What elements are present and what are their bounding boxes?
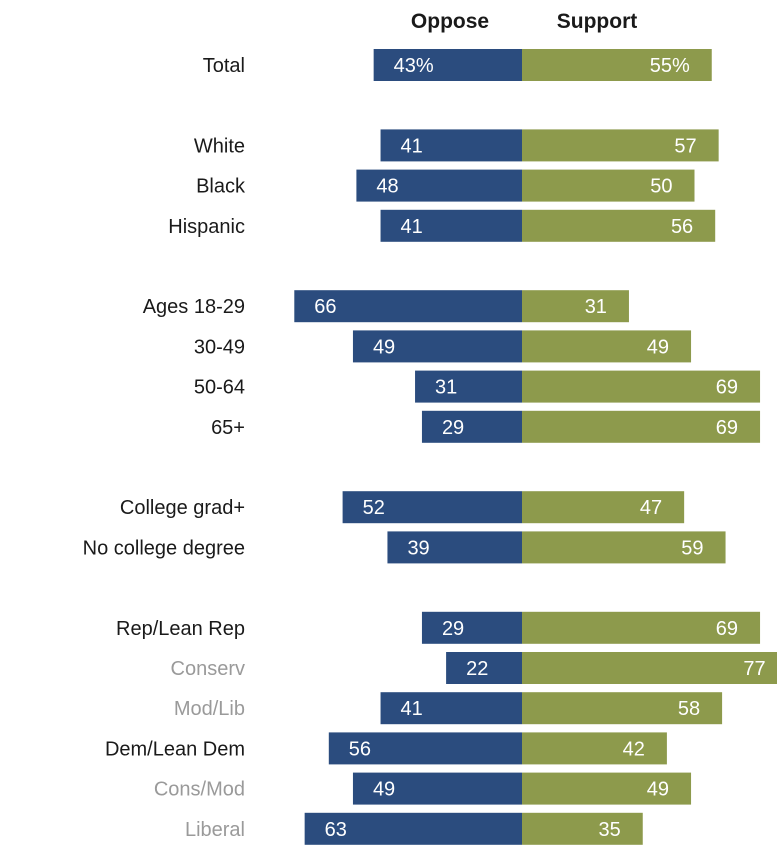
row-label: Cons/Mod <box>154 779 245 801</box>
support-bar <box>522 732 667 765</box>
oppose-value-label: 41 <box>401 216 423 238</box>
oppose-bar <box>356 169 522 202</box>
oppose-bar <box>380 209 522 242</box>
row-label: Hispanic <box>168 216 245 238</box>
row-label: College grad+ <box>120 497 245 519</box>
row-label: Liberal <box>185 819 245 841</box>
support-bar <box>522 169 695 202</box>
support-value-label: 50 <box>650 176 672 198</box>
oppose-value-label: 49 <box>373 336 395 358</box>
oppose-value-label: 52 <box>363 497 385 519</box>
row-label: 50-64 <box>194 377 245 399</box>
oppose-bar <box>328 732 522 765</box>
oppose-value-label: 41 <box>401 698 423 720</box>
support-bar <box>522 491 685 524</box>
oppose-bar <box>352 772 522 805</box>
oppose-value-label: 63 <box>325 819 347 841</box>
chart-rows: Total 43% 55% White 41 57 Black 48 50 Hispanic 41 5… <box>83 49 777 845</box>
row-label: Mod/Lib <box>174 698 245 720</box>
row-label: Dem/Lean Dem <box>105 738 245 760</box>
support-bar <box>522 772 692 805</box>
oppose-bar <box>373 49 522 81</box>
support-value-label: 42 <box>623 738 645 760</box>
row-label: Total <box>203 55 245 77</box>
oppose-bar <box>446 652 522 684</box>
oppose-value-label: 22 <box>466 658 488 680</box>
support-bar <box>522 129 719 162</box>
support-value-label: 35 <box>599 819 621 841</box>
support-value-label: 47 <box>640 497 662 519</box>
support-bar <box>522 692 723 725</box>
support-value-label: 69 <box>716 618 738 640</box>
oppose-value-label: 66 <box>314 296 336 318</box>
row-label: White <box>194 135 245 157</box>
support-value-label: 55% <box>650 55 690 77</box>
support-value-label: 56 <box>671 216 693 238</box>
row-label: Ages 18-29 <box>143 296 245 318</box>
support-value-label: 77 <box>743 658 765 680</box>
oppose-value-label: 56 <box>349 738 371 760</box>
oppose-value-label: 39 <box>407 537 429 559</box>
oppose-value-label: 31 <box>435 377 457 399</box>
oppose-bar <box>342 491 522 524</box>
support-bar <box>522 410 761 443</box>
oppose-bar <box>380 129 522 162</box>
support-value-label: 69 <box>716 377 738 399</box>
row-label: 65+ <box>211 417 245 439</box>
oppose-bar <box>304 812 522 845</box>
support-bar <box>522 49 712 81</box>
oppose-bar <box>421 611 522 644</box>
oppose-bar <box>421 410 522 443</box>
row-label: Black <box>196 176 246 198</box>
support-value-label: 31 <box>585 296 607 318</box>
oppose-value-label: 49 <box>373 779 395 801</box>
support-bar <box>522 330 692 363</box>
oppose-header: Oppose <box>411 10 489 33</box>
row-label: No college degree <box>83 537 245 559</box>
support-bar <box>522 209 716 242</box>
oppose-value-label: 48 <box>376 176 398 198</box>
support-bar <box>522 812 643 845</box>
oppose-bar <box>352 330 522 363</box>
row-label: 30-49 <box>194 336 245 358</box>
oppose-bar <box>380 692 522 725</box>
support-value-label: 49 <box>647 779 669 801</box>
support-bar <box>522 290 629 323</box>
support-value-label: 49 <box>647 336 669 358</box>
oppose-value-label: 43% <box>394 55 434 77</box>
support-bar <box>522 652 777 684</box>
row-label: Rep/Lean Rep <box>116 618 245 640</box>
support-header: Support <box>557 10 637 33</box>
oppose-value-label: 29 <box>442 618 464 640</box>
oppose-value-label: 29 <box>442 417 464 439</box>
oppose-bar <box>387 531 522 564</box>
row-label: Conserv <box>171 658 245 680</box>
support-value-label: 69 <box>716 417 738 439</box>
support-value-label: 58 <box>678 698 700 720</box>
oppose-bar <box>415 370 522 403</box>
support-bar <box>522 611 761 644</box>
oppose-value-label: 41 <box>401 135 423 157</box>
support-value-label: 59 <box>681 537 703 559</box>
support-bar <box>522 370 761 403</box>
oppose-bar <box>294 290 522 323</box>
support-value-label: 57 <box>674 135 696 157</box>
support-bar <box>522 531 726 564</box>
